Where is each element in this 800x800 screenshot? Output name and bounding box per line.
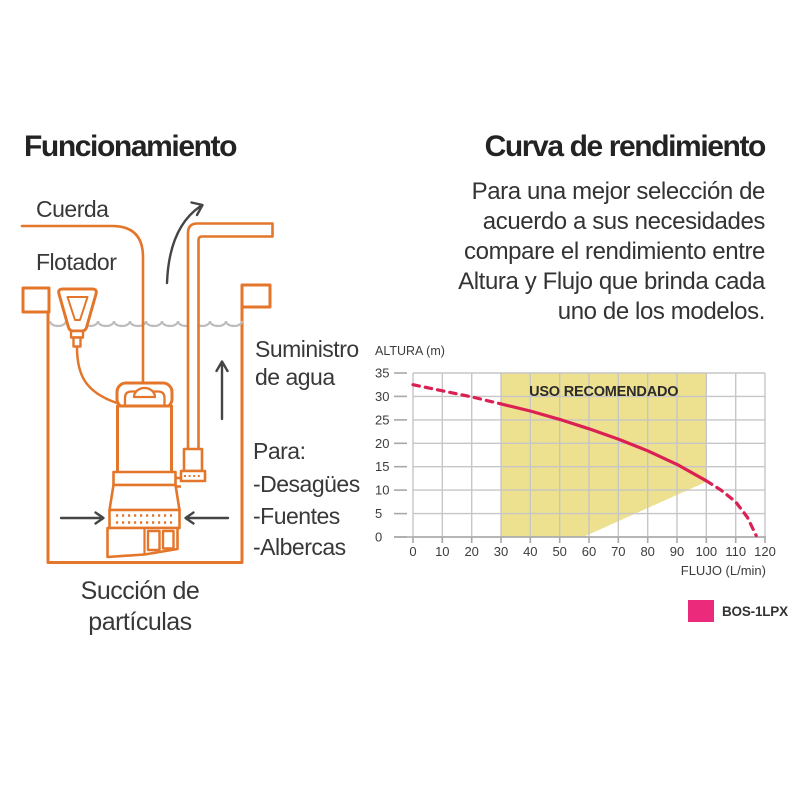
x-tick-label: 70 [611, 544, 625, 559]
y-tick-label: 10 [375, 483, 389, 498]
discharge-pipe [179, 222, 274, 483]
x-tick-label: 0 [409, 544, 416, 559]
chart-legend: BOS-1LPX [688, 600, 788, 622]
outflow-curved-arrow-icon [165, 201, 204, 285]
curve-dashed-low [411, 383, 503, 406]
y-tick-label: 20 [375, 436, 389, 451]
performance-chart: 0 10 20 30 40 50 60 70 80 90 100 110 120 0 5 10 15 20 25 30… [375, 344, 776, 578]
x-tick-label: 90 [670, 544, 684, 559]
suction-arrow-left-icon [59, 511, 105, 525]
use-item: -Fuentes [253, 502, 340, 529]
x-tick-label: 100 [695, 544, 717, 559]
water-supply-label: Suministro de agua [255, 336, 359, 390]
suction-arrow-right-icon [184, 511, 230, 525]
y-tick-label: 15 [375, 459, 389, 474]
use-item: -Desagües [253, 471, 360, 497]
x-tick-label: 30 [494, 544, 508, 559]
legend-label: BOS-1LPX [722, 603, 788, 619]
rope-line [20, 224, 145, 394]
use-item: -Albercas [253, 534, 346, 560]
x-tick-label: 120 [754, 544, 776, 559]
chart-description: Para una mejor selección de acuerdo a su… [458, 178, 765, 325]
uses-heading: Para: [253, 438, 306, 464]
y-tick-label: 35 [375, 366, 389, 381]
x-tick-label: 60 [582, 544, 596, 559]
x-tick-label: 80 [640, 544, 654, 559]
right-section-title: Curva de rendimiento [484, 130, 767, 163]
y-tick-label: 5 [375, 506, 382, 521]
tank-outline [21, 283, 272, 564]
x-axis-title: FLUJO (L/min) [681, 563, 766, 578]
particle-suction-label: Succión de partículas [80, 577, 200, 636]
y-axis-title: ALTURA (m) [375, 344, 445, 358]
flow-up-arrow-icon [215, 360, 229, 421]
x-tick-label: 10 [435, 544, 449, 559]
float-label: Flotador [36, 249, 117, 275]
x-tick-label: 20 [464, 544, 478, 559]
y-tick-label: 25 [375, 412, 389, 427]
y-tick-label: 30 [375, 389, 389, 404]
x-tick-label: 40 [523, 544, 537, 559]
curve-solid [499, 402, 708, 483]
left-section-title: Funcionamiento [24, 130, 237, 163]
x-tick-label: 50 [552, 544, 566, 559]
rope-label: Cuerda [36, 196, 109, 222]
pump-body [106, 381, 181, 559]
x-tick-label: 110 [725, 544, 746, 559]
curve-dashed-high [704, 479, 758, 538]
float-icon [57, 287, 118, 405]
pump-diagram [20, 201, 274, 564]
legend-swatch [688, 600, 714, 622]
recommended-region [501, 373, 707, 537]
y-tick-label: 0 [375, 530, 382, 545]
uses-list: -Desagües -Fuentes -Albercas [253, 469, 360, 564]
region-label: USO RECOMENDADO [529, 384, 678, 400]
